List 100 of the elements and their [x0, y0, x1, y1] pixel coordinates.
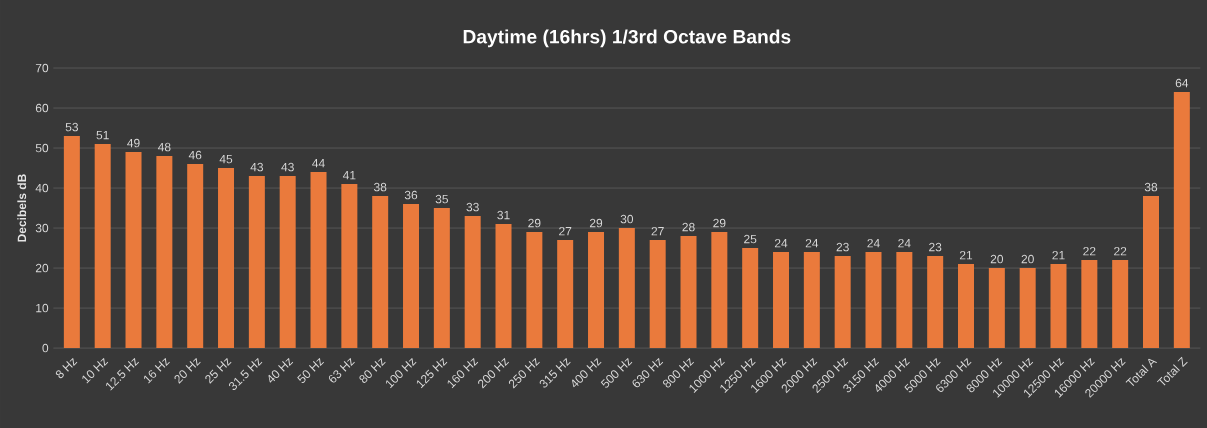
bar — [125, 152, 142, 349]
bar — [588, 232, 605, 349]
data-label: 64 — [1175, 78, 1189, 88]
bar — [988, 268, 1005, 349]
bar — [649, 240, 666, 349]
x-tick-label: 40 Hz — [268, 357, 294, 383]
bar — [495, 224, 512, 349]
data-label: 20 — [990, 254, 1004, 264]
x-tick-label: 100 Hz — [385, 357, 417, 389]
x-tick-label: 500 Hz — [600, 357, 633, 388]
bar — [1112, 260, 1129, 349]
bar — [94, 144, 111, 349]
bar — [834, 256, 851, 349]
bar — [927, 256, 944, 349]
bar — [156, 156, 173, 349]
data-label: 51 — [96, 130, 109, 140]
bar — [1081, 260, 1098, 349]
y-tick-label: 40 — [35, 183, 49, 193]
data-label: 48 — [157, 142, 171, 152]
x-tick-label: 630 Hz — [632, 357, 664, 388]
bar — [803, 252, 820, 349]
x-tick-label: 315 Hz — [539, 357, 571, 388]
bar — [248, 176, 265, 349]
y-tick-label: 10 — [36, 303, 49, 313]
x-tick-label: 50 Hz — [297, 357, 324, 383]
data-label: 23 — [929, 242, 942, 252]
data-label: 36 — [404, 190, 418, 200]
data-label: 24 — [898, 238, 911, 248]
x-tick-label: 80 Hz — [359, 357, 386, 383]
bar — [218, 168, 235, 349]
bar — [1050, 264, 1067, 349]
data-label: 24 — [867, 238, 880, 248]
bar — [618, 228, 635, 349]
bar — [310, 172, 327, 349]
bar — [1019, 268, 1036, 349]
data-label: 33 — [466, 202, 479, 212]
data-label: 23 — [836, 242, 849, 252]
x-tick-label: 20 Hz — [174, 357, 201, 384]
data-label: 46 — [188, 150, 202, 160]
bar — [433, 208, 450, 349]
y-tick-label: 50 — [35, 143, 49, 153]
data-label: 21 — [1052, 250, 1065, 260]
data-label: 24 — [774, 238, 788, 248]
bar — [63, 135, 80, 349]
bar — [341, 184, 358, 349]
x-tick-label: 16 Hz — [144, 357, 170, 384]
x-tick-label: 250 Hz — [508, 357, 540, 389]
data-label: 29 — [713, 218, 726, 228]
bar — [680, 236, 697, 349]
data-label: 38 — [373, 182, 387, 192]
data-label: 53 — [65, 122, 79, 132]
data-label: 30 — [620, 214, 634, 224]
chart-title: Daytime (16hrs) 1/3rd Octave Bands — [463, 29, 791, 48]
data-label: 20 — [1021, 254, 1034, 264]
bar — [773, 252, 790, 349]
data-label: 27 — [651, 226, 664, 236]
y-tick-label: 70 — [35, 63, 49, 73]
bar — [711, 232, 728, 349]
y-tick-label: 60 — [35, 103, 49, 113]
x-tick-label: 160 Hz — [447, 357, 479, 389]
data-label: 43 — [250, 162, 263, 172]
data-label: 31 — [497, 210, 510, 220]
data-label: 25 — [744, 234, 757, 244]
y-tick-label: 20 — [35, 263, 49, 273]
bar — [896, 252, 913, 349]
y-tick-label: 30 — [35, 223, 49, 233]
x-tick-label: 400 Hz — [572, 357, 602, 388]
bar — [1143, 196, 1160, 349]
bar — [557, 240, 574, 349]
bar — [464, 216, 481, 349]
data-label: 49 — [127, 138, 140, 148]
x-tick-label: 8 Hz — [55, 357, 78, 379]
y-axis-title: Decibels dB — [17, 174, 27, 242]
data-label: 24 — [805, 238, 819, 248]
x-tick-label: 10 Hz — [82, 357, 109, 384]
bar — [742, 248, 759, 349]
bar — [187, 164, 204, 349]
x-tick-label: 125 Hz — [416, 357, 448, 389]
data-label: 22 — [1083, 246, 1096, 256]
data-label: 41 — [342, 171, 356, 180]
data-label: 44 — [312, 159, 325, 168]
data-label: 35 — [435, 194, 449, 204]
data-label: 43 — [281, 162, 294, 172]
x-tick-label: 200 Hz — [478, 357, 509, 389]
data-label: 28 — [682, 222, 695, 232]
bar — [526, 232, 543, 349]
data-label: 21 — [959, 250, 973, 260]
bar — [1173, 91, 1190, 349]
bar — [279, 176, 296, 349]
data-label: 27 — [559, 226, 572, 236]
bar — [865, 252, 882, 349]
y-tick-label: 0 — [42, 343, 49, 353]
data-label: 22 — [1114, 246, 1127, 256]
bar — [958, 264, 975, 349]
bar — [403, 204, 420, 349]
bar — [372, 196, 389, 349]
data-label: 38 — [1144, 182, 1158, 192]
x-tick-label: 63 Hz — [328, 357, 355, 383]
data-label: 29 — [589, 218, 603, 228]
data-label: 29 — [528, 218, 541, 228]
